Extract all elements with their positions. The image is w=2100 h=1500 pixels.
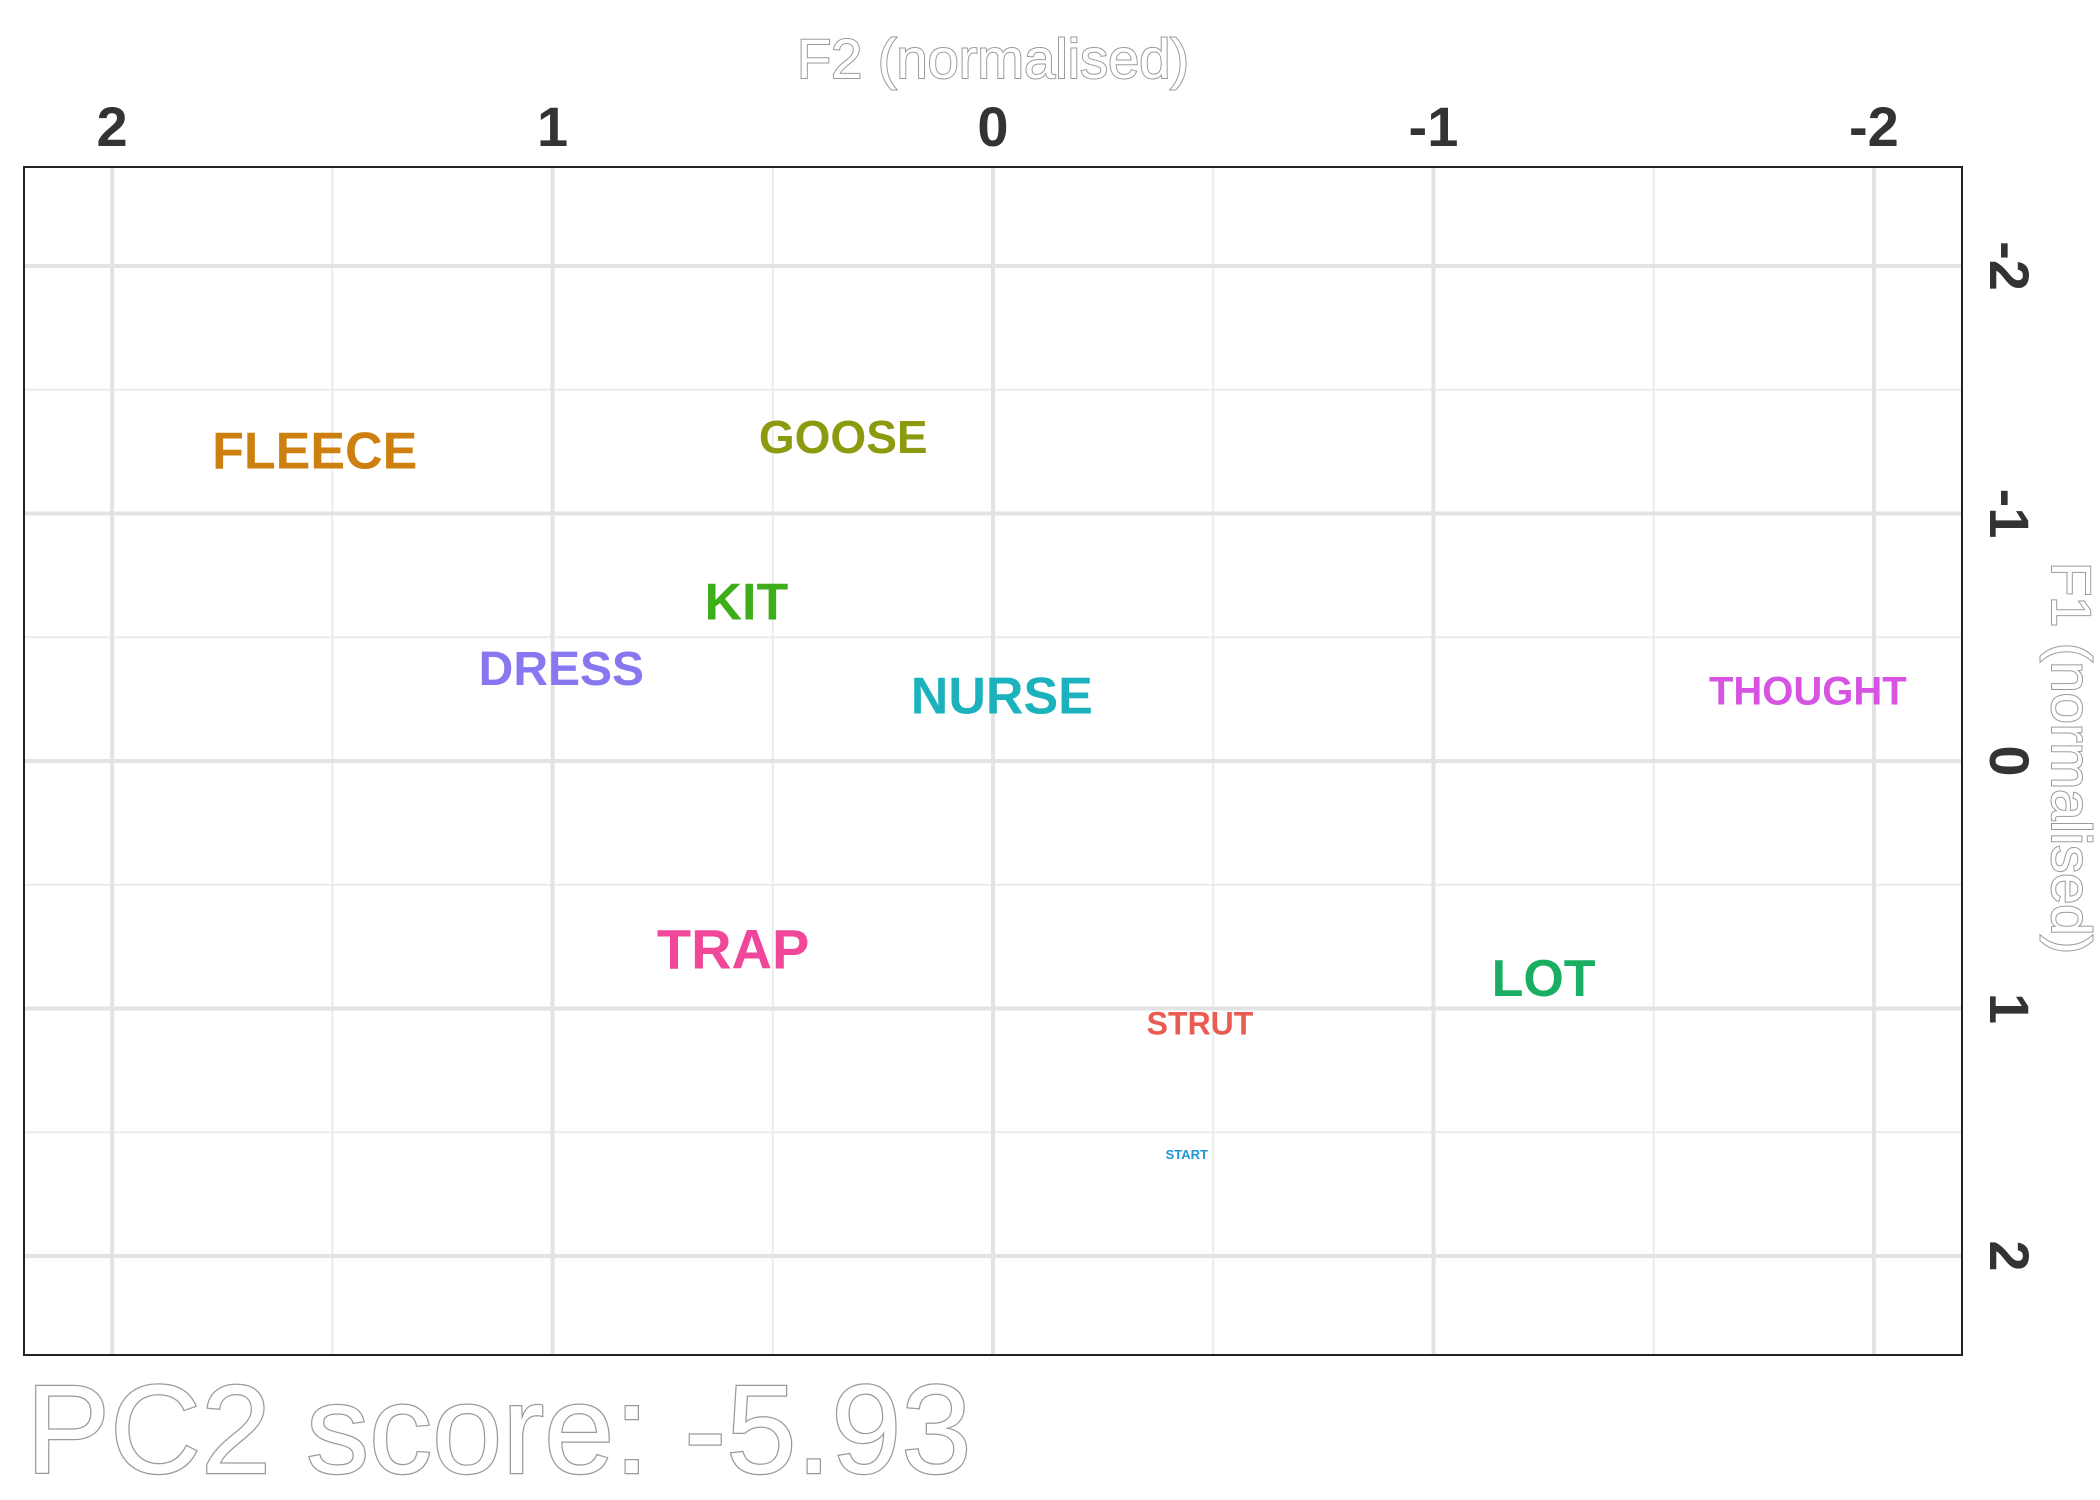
y-tick-label: -2 [1978,241,2041,291]
plot-border [23,166,1963,1356]
vowel-label-lot: LOT [1492,950,1596,1008]
vowel-label-goose: GOOSE [759,411,928,463]
x-axis-title: F2 (normalised) [797,27,1189,90]
vowel-label-thought: THOUGHT [1709,670,1907,714]
vowel-label-nurse: NURSE [911,668,1093,726]
x-tick-label: 1 [537,95,568,158]
y-tick-labels: -2 -1 0 1 2 [1978,241,2041,1271]
x-tick-label: 2 [97,95,128,158]
vowel-label-start: START [1166,1147,1208,1162]
y-tick-label: 0 [1978,745,2041,776]
y-axis-title: F1 (normalised) [2040,562,2100,954]
y-tick-label: 2 [1978,1240,2041,1271]
major-gridlines [24,167,1962,1355]
y-tick-label: -1 [1978,489,2041,539]
y-tick-label: 1 [1978,993,2041,1024]
vowel-label-dress: DRESS [479,643,644,696]
x-tick-labels: 2 1 0 -1 -2 [97,95,1899,158]
vowel-labels: FLEECE GOOSE KIT DRESS NURSE THOUGHT TRAP LOT ST… [212,411,1907,1162]
vowel-label-fleece: FLEECE [212,423,417,481]
x-tick-label: 0 [977,95,1008,158]
x-tick-label: -2 [1849,95,1899,158]
vowel-label-kit: KIT [704,574,788,632]
x-tick-label: -1 [1409,95,1459,158]
vowel-label-strut: STRUT [1147,1005,1254,1041]
vowel-label-trap: TRAP [657,918,809,981]
pc2-score-caption: PC2 score: -5.93 [26,1359,971,1500]
